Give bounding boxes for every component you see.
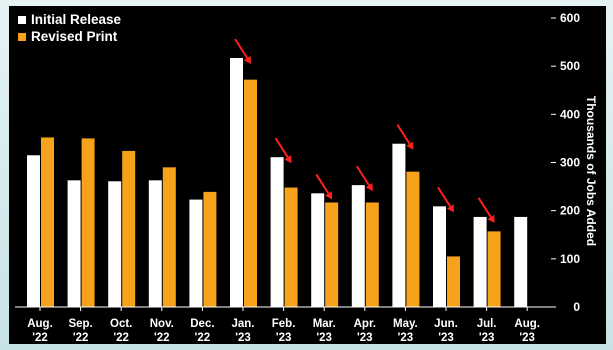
bar-revised-print <box>447 256 460 307</box>
bar-revised-print <box>365 202 379 307</box>
x-tick-label-month: Sep. <box>68 318 92 330</box>
x-tick-label-month: Aug. <box>27 318 53 330</box>
bar-revised-print <box>325 202 339 307</box>
bar-revised-print <box>406 171 420 307</box>
jobs-revision-bar-chart: 0 100 200 300 400 500 600 Aug. '22 Sep. '22 Oct. '2… <box>15 11 598 344</box>
bar-initial-release <box>108 181 122 307</box>
revision-arrow <box>234 38 251 64</box>
x-tick-label-month: Nov. <box>150 318 174 330</box>
x-tick-label-month: May. <box>393 318 418 330</box>
y-axis-tick-labels: 0 100 200 300 400 500 600 <box>551 11 580 314</box>
x-tick-label-year: '22 <box>32 332 48 344</box>
bar-revised-print <box>487 231 501 307</box>
legend-label-revised-print: Revised Print <box>31 29 118 44</box>
x-tick-label-year: '23 <box>357 332 373 344</box>
legend-label-initial-release: Initial Release <box>31 12 122 27</box>
legend-swatch-initial-release <box>18 16 26 24</box>
y-tick-label: 500 <box>560 59 580 73</box>
x-tick-label-month: Feb. <box>272 318 296 330</box>
x-tick-label-year: '23 <box>398 332 414 344</box>
x-tick-label-year: '23 <box>276 332 292 344</box>
bar-revised-print <box>41 137 54 307</box>
bar-revised-print <box>244 79 257 307</box>
y-tick-label: 200 <box>560 204 580 218</box>
bar-initial-release <box>392 143 406 307</box>
revision-arrow <box>437 186 454 213</box>
bar-initial-release <box>148 180 162 307</box>
revision-arrow <box>315 173 333 200</box>
legend-swatch-revised-print <box>18 33 26 41</box>
x-tick-label-year: '23 <box>479 332 495 344</box>
bar-initial-release <box>351 185 365 307</box>
x-tick-label-year: '22 <box>195 332 211 344</box>
chart-panel: 0 100 200 300 400 500 600 Aug. '22 Sep. '22 Oct. '2… <box>9 6 606 344</box>
bar-initial-release <box>270 157 284 307</box>
y-axis-title: Thousands of Jobs Added <box>584 96 598 246</box>
bar-revised-print <box>122 150 136 307</box>
revision-arrow <box>274 137 292 164</box>
y-tick-label: 0 <box>573 300 580 314</box>
bar-initial-release <box>189 199 203 307</box>
x-tick-label-year: '22 <box>73 332 89 344</box>
bar-initial-release <box>230 57 243 307</box>
x-tick-label-month: Jan. <box>231 318 254 330</box>
x-tick-label-year: '23 <box>438 332 454 344</box>
x-tick-label-month: Oct. <box>110 318 132 330</box>
x-tick-label-month: Dec. <box>190 318 214 330</box>
bar-initial-release <box>67 180 81 307</box>
bar-initial-release <box>311 193 325 307</box>
y-tick-label: 600 <box>560 11 580 25</box>
revision-arrow <box>396 124 414 150</box>
x-tick-label-month: Mar. <box>313 318 336 330</box>
x-tick-label-month: Jul. <box>477 318 497 330</box>
x-axis-tick-labels: Aug. '22 Sep. '22 Oct. '22 Nov. '22 Dec. '22 Jan. '… <box>27 307 540 344</box>
y-tick-label: 400 <box>560 107 580 121</box>
x-tick-label-month: Aug. <box>514 318 540 330</box>
bar-revised-print <box>81 138 95 307</box>
bar-initial-release <box>27 155 40 307</box>
bar-revised-print <box>162 167 176 307</box>
bar-initial-release <box>514 216 528 307</box>
x-tick-label-year: '23 <box>235 332 251 344</box>
revision-arrow <box>477 197 495 223</box>
x-tick-label-month: Jun. <box>434 318 458 330</box>
legend: Initial Release Revised Print <box>18 12 122 44</box>
revision-arrows-layer <box>234 38 495 223</box>
bar-initial-release <box>433 206 446 307</box>
x-tick-label-year: '22 <box>113 332 129 344</box>
x-tick-label-year: '22 <box>154 332 170 344</box>
bar-revised-print <box>284 187 298 307</box>
bars-layer <box>27 57 528 307</box>
x-tick-label-month: Apr. <box>354 318 376 330</box>
bar-revised-print <box>203 191 217 307</box>
y-tick-label: 300 <box>560 156 580 170</box>
bar-initial-release <box>473 216 487 307</box>
revision-arrow <box>355 165 373 192</box>
y-tick-label: 100 <box>560 252 580 266</box>
x-tick-label-year: '23 <box>316 332 332 344</box>
x-tick-label-year: '23 <box>519 332 535 344</box>
